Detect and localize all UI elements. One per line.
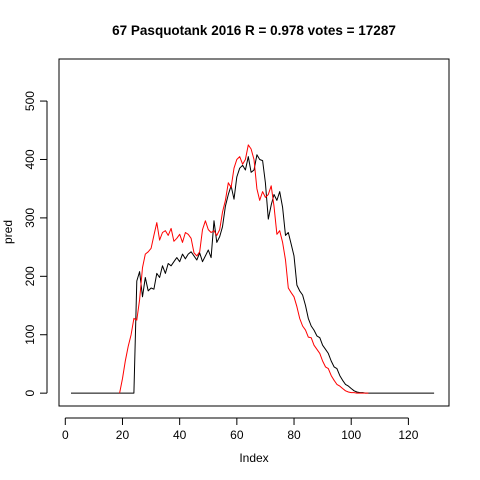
x-tick-label: 20 bbox=[116, 428, 130, 442]
x-tick-label: 120 bbox=[398, 428, 418, 442]
chart-title: 67 Pasquotank 2016 R = 0.978 votes = 172… bbox=[112, 23, 396, 38]
x-tick-label: 60 bbox=[230, 428, 244, 442]
x-tick-label: 40 bbox=[173, 428, 187, 442]
y-axis: 0 100 200 300 400 500 bbox=[23, 91, 48, 396]
y-tick-label: 0 bbox=[23, 389, 37, 396]
x-axis-label: Index bbox=[239, 451, 268, 465]
y-tick-label: 200 bbox=[23, 266, 37, 286]
x-axis: 0 20 40 60 80 100 120 bbox=[62, 417, 419, 442]
x-tick-label: 100 bbox=[341, 428, 361, 442]
series-line-1 bbox=[71, 154, 435, 394]
y-tick-label: 100 bbox=[23, 324, 37, 344]
y-tick-label: 300 bbox=[23, 208, 37, 228]
series-layer bbox=[71, 144, 435, 394]
x-tick-label: 80 bbox=[287, 428, 301, 442]
y-axis-label: pred bbox=[1, 220, 15, 244]
series-line-2 bbox=[119, 144, 369, 394]
y-tick-label: 500 bbox=[23, 91, 37, 111]
y-tick-label: 400 bbox=[23, 149, 37, 169]
plot-frame bbox=[58, 58, 450, 407]
x-tick-label: 0 bbox=[62, 428, 69, 442]
